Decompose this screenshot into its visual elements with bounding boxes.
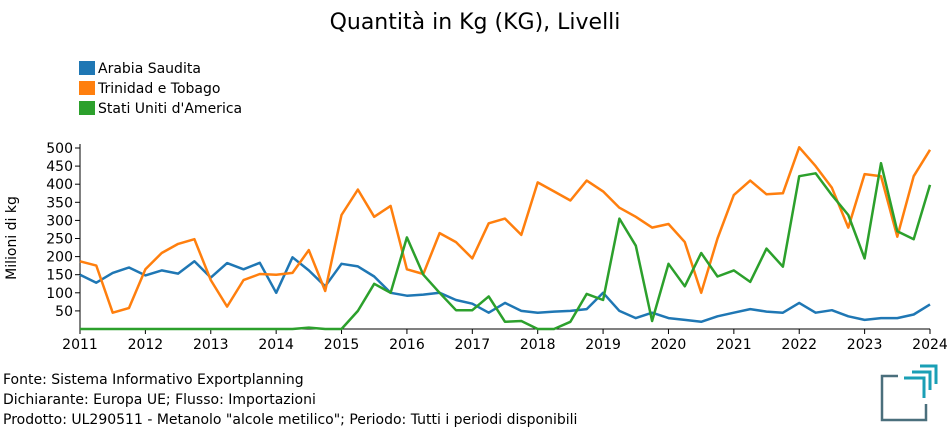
legend-label: Stati Uniti d'America [98,101,242,117]
series-line-1 [79,146,932,314]
series-line-2 [80,161,932,331]
x-tick-label: 2017 [454,337,490,353]
x-tick-label: 2014 [258,337,294,353]
legend-swatch [79,61,95,75]
x-tick-label: 2018 [520,337,556,353]
legend-label: Trinidad e Tobago [97,81,220,97]
footer-declarant: Dichiarante: Europa UE; Flusso: Importaz… [3,392,316,408]
legend-label: Arabia Saudita [98,61,201,77]
x-tick-label: 2020 [651,337,687,353]
axes: 50 100 150 200 250 300 350 400 450 500 2011 2012 201… [46,141,948,353]
y-axis-label: Milioni di kg [4,196,20,280]
x-tick-label: 2019 [585,337,621,353]
x-tick-label: 2023 [847,337,883,353]
series-line-0 [79,256,931,324]
x-tick-label: 2015 [324,337,360,353]
legend-swatch [79,81,95,95]
y-tick-label: 450 [46,159,73,175]
x-tick-label: 2021 [716,337,752,353]
y-tick-label: 200 [46,250,73,266]
legend-swatch [79,101,95,115]
chart-title: Quantità in Kg (KG), Livelli [330,10,621,35]
y-tick-label: 350 [46,195,73,211]
x-tick-label: 2011 [62,337,98,353]
legend: Arabia Saudita Trinidad e Tobago Stati Uni… [79,61,242,117]
y-tick-label: 100 [46,286,73,302]
y-tick-label: 500 [46,141,73,157]
footer-product: Prodotto: UL290511 - Metanolo "alcole me… [3,412,578,428]
x-tick-label: 2022 [781,337,817,353]
footer-source: Fonte: Sistema Informativo Exportplannin… [3,372,304,388]
y-tick-label: 400 [46,177,73,193]
y-tick-label: 150 [46,268,73,284]
y-tick-label: 300 [46,213,73,229]
x-tick-label: 2013 [193,337,229,353]
x-tick-label: 2024 [912,337,948,353]
exportplanning-logo-icon [880,364,938,422]
x-tick-label: 2012 [128,337,164,353]
y-tick-label: 250 [46,232,73,248]
plot-lines [79,146,932,331]
y-tick-label: 50 [55,304,73,320]
x-tick-label: 2016 [389,337,425,353]
